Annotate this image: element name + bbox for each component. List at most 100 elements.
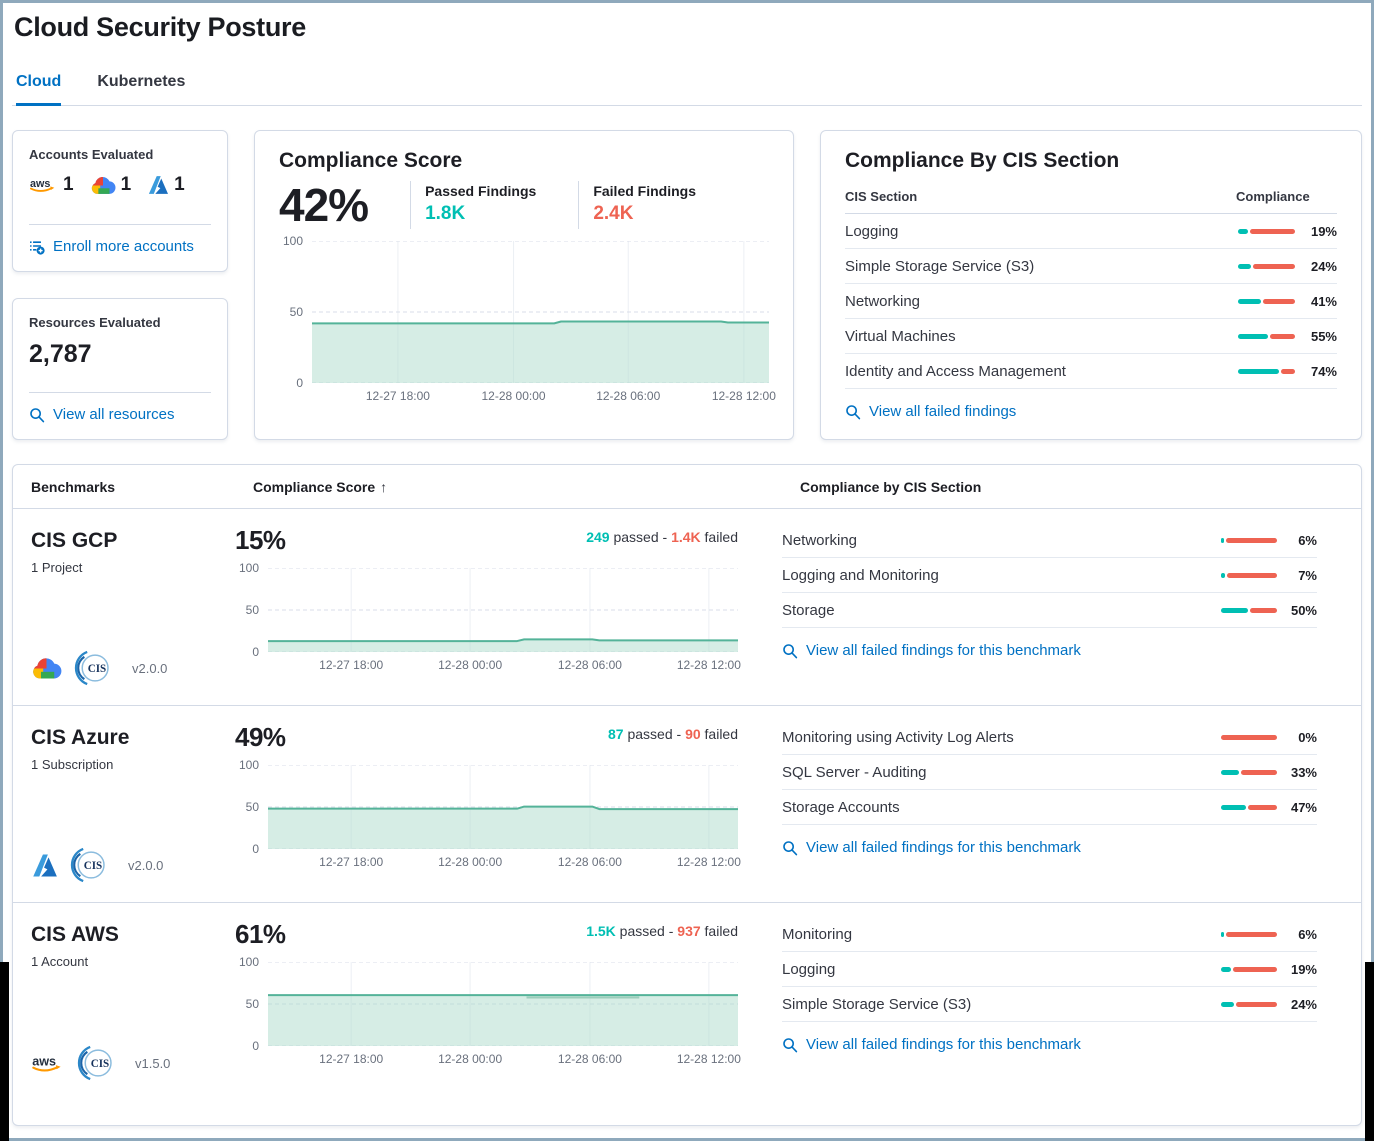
tab-kubernetes[interactable]: Kubernetes (97, 73, 186, 90)
benchmark-info: CIS AWS 1 Account aws (13, 903, 235, 1100)
compliance-score-trend-chart: 100 50 0 12-27 18:00 12-28 00:00 12-28 06:00 1… (282, 234, 776, 404)
azure-account-count: 1 (147, 174, 185, 196)
compliance-percent: 33% (1290, 764, 1317, 780)
view-failed-findings-benchmark-link[interactable]: View all failed findings for this benchm… (782, 1036, 1317, 1053)
compliance-percent: 74% (1310, 363, 1337, 379)
compliance-score-title: Compliance Score (279, 149, 463, 172)
failed-word: failed (700, 923, 738, 939)
benchmark-logos: CIS v2.0.0 (31, 846, 235, 884)
benchmark-info: CIS GCP 1 Project (13, 509, 235, 705)
cis-section-label: Networking (845, 292, 921, 310)
compliance-bar (1238, 228, 1295, 234)
screen-edge-left (0, 962, 9, 1141)
view-all-resources-label: View all resources (53, 406, 175, 423)
compliance-percent: 47% (1290, 799, 1317, 815)
benchmark-sections-cell: Networking 6% Logging and Monitoring 7% … (782, 509, 1361, 705)
table-row: Logging 19% (782, 952, 1317, 987)
compliance-bar (1238, 263, 1295, 269)
divider (29, 392, 211, 393)
table-row: Logging 19% (845, 214, 1337, 249)
benchmark-score-value: 61% (235, 919, 286, 949)
benchmarks-table-header: Benchmarks Compliance Score ↑ Compliance … (13, 465, 1361, 509)
compliance-percent: 19% (1310, 223, 1337, 239)
benchmark-name: CIS AWS (31, 923, 119, 946)
compliance-bar (1221, 966, 1277, 972)
compliance-score-column-header[interactable]: Compliance Score ↑ (253, 479, 800, 495)
compliance-bar (1221, 607, 1277, 613)
compliance-bar (1221, 769, 1277, 775)
compliance-score-value: 42% (279, 179, 369, 231)
cis-section-label: SQL Server - Auditing (782, 763, 927, 781)
table-row: Monitoring 6% (782, 917, 1317, 952)
list-add-icon (29, 239, 45, 255)
benchmark-scope: 1 Project (31, 560, 83, 575)
benchmark-row-cis-aws: CIS AWS 1 Account aws (13, 903, 1361, 1100)
table-row: Monitoring using Activity Log Alerts 0% (782, 720, 1317, 755)
aws-count: 1 (63, 174, 74, 195)
view-all-resources-link[interactable]: View all resources (29, 406, 211, 423)
benchmark-info: CIS Azure 1 Subscription (13, 706, 235, 902)
table-row: Storage 50% (782, 593, 1317, 628)
cis-section-label: Monitoring (782, 925, 853, 943)
benchmark-row-cis-gcp: CIS GCP 1 Project (13, 509, 1361, 706)
table-row: Identity and Access Management 74% (845, 354, 1337, 389)
passed-count: 87 (608, 726, 624, 742)
search-icon (782, 840, 798, 856)
view-failed-findings-benchmark-label: View all failed findings for this benchm… (806, 839, 1081, 856)
enroll-more-accounts-link[interactable]: Enroll more accounts (29, 238, 211, 255)
page-title: Cloud Security Posture (14, 12, 306, 42)
view-failed-findings-benchmark-label: View all failed findings for this benchm… (806, 1036, 1081, 1053)
compliance-percent: 41% (1310, 293, 1337, 309)
failed-word: failed (700, 529, 738, 545)
benchmark-name: CIS GCP (31, 529, 118, 552)
view-failed-findings-benchmark-link[interactable]: View all failed findings for this benchm… (782, 839, 1317, 856)
failed-count: 90 (685, 726, 701, 742)
account-provider-counts: aws 1 (29, 174, 211, 196)
compliance-bar (1221, 931, 1277, 937)
cis-section-label: Monitoring using Activity Log Alerts (782, 728, 1014, 746)
gcp-icon (31, 656, 62, 681)
compliance-bar (1221, 537, 1277, 543)
table-row: Simple Storage Service (S3) 24% (845, 249, 1337, 284)
table-row: Networking 6% (782, 523, 1317, 558)
passed-word: passed - (623, 726, 686, 742)
tab-cloud[interactable]: Cloud (16, 73, 62, 106)
cis-section-column-header: CIS Section (845, 189, 918, 204)
compliance-bar (1221, 572, 1277, 578)
azure-icon (31, 853, 58, 878)
accounts-evaluated-title: Accounts Evaluated (29, 147, 154, 162)
compliance-bar (1221, 1001, 1277, 1007)
resources-count: 2,787 (29, 340, 92, 368)
azure-count: 1 (174, 174, 185, 195)
passed-findings-stat: Passed Findings 1.8K (410, 181, 536, 229)
compliance-bar (1238, 368, 1295, 374)
compliance-bar (1221, 804, 1277, 810)
compliance-percent: 19% (1290, 961, 1317, 977)
view-failed-findings-benchmark-link[interactable]: View all failed findings for this benchm… (782, 642, 1317, 659)
compliance-percent: 0% (1298, 729, 1317, 745)
failed-findings-label: Failed Findings (593, 183, 696, 199)
failed-count: 1.4K (671, 529, 701, 545)
compliance-bar (1221, 734, 1277, 740)
resources-evaluated-card: Resources Evaluated 2,787 View all resou… (12, 298, 228, 440)
view-all-failed-findings-link[interactable]: View all failed findings (845, 403, 1337, 420)
svg-text:CIS: CIS (84, 860, 102, 872)
cis-section-card-title: Compliance By CIS Section (845, 149, 1120, 172)
cis-logo-icon: CIS (74, 649, 112, 687)
failed-findings-stat: Failed Findings 2.4K (578, 181, 696, 229)
compliance-bar (1238, 333, 1295, 339)
aws-icon: aws (29, 176, 58, 194)
passed-failed-summary: 87 passed - 90 failed (608, 722, 738, 742)
benchmark-sections-cell: Monitoring using Activity Log Alerts 0% … (782, 706, 1361, 902)
search-icon (782, 1037, 798, 1053)
gcp-count: 1 (120, 174, 132, 195)
enroll-more-accounts-label: Enroll more accounts (53, 238, 194, 255)
resources-evaluated-title: Resources Evaluated (29, 315, 161, 330)
divider (29, 224, 211, 225)
benchmark-score-value: 15% (235, 525, 286, 555)
passed-failed-summary: 1.5K passed - 937 failed (586, 919, 738, 939)
benchmark-row-cis-azure: CIS Azure 1 Subscription (13, 706, 1361, 903)
benchmark-score-cell: 61% 1.5K passed - 937 failed 100 50 0 12-27… (235, 903, 782, 1100)
search-icon (782, 643, 798, 659)
svg-text:CIS: CIS (88, 663, 106, 675)
